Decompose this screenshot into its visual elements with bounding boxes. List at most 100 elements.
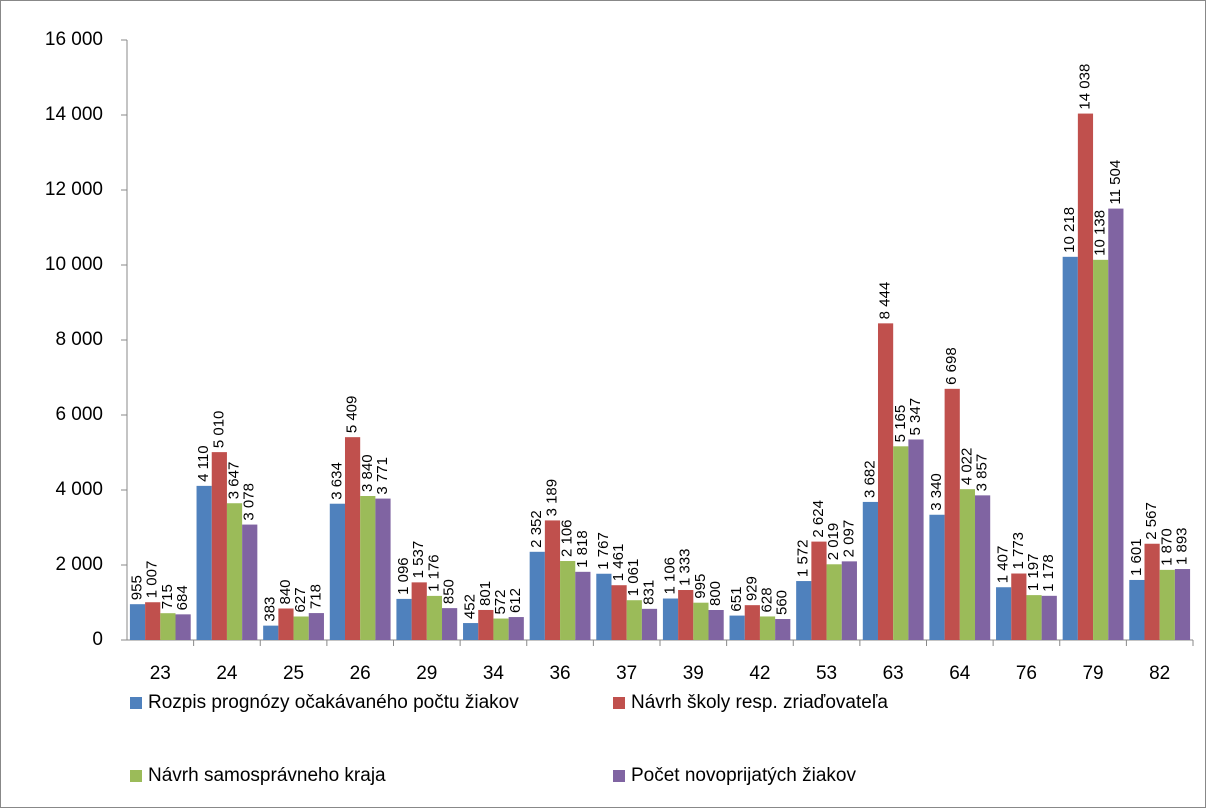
value-label: 1 197: [1025, 554, 1042, 592]
legend-swatch: [130, 770, 142, 782]
bar: [775, 619, 791, 640]
bar: [145, 602, 161, 640]
value-label: 560: [774, 590, 791, 615]
x-tick-label: 23: [150, 663, 171, 684]
bar: [129, 604, 146, 640]
bar: [796, 581, 812, 640]
value-label: 452: [462, 594, 479, 619]
bar: [662, 598, 679, 640]
bar: [959, 489, 976, 640]
value-label: 1 096: [395, 557, 412, 595]
value-label: 5 409: [344, 396, 361, 434]
value-label: 14 038: [1076, 64, 1093, 110]
bar: [329, 503, 345, 640]
value-label: 2 097: [840, 520, 857, 558]
bar: [1129, 579, 1145, 640]
value-label: 651: [728, 587, 745, 612]
bar: [344, 437, 361, 640]
bar: [759, 616, 776, 640]
bar: [544, 520, 561, 640]
bar: [175, 614, 191, 640]
value-label: 1 893: [1173, 527, 1190, 565]
bar: [575, 571, 591, 640]
value-label: 4 110: [195, 445, 212, 481]
bar: [693, 602, 709, 640]
value-label: 1 870: [1158, 528, 1175, 566]
bar: [944, 388, 960, 640]
legend-label: Počet novoprijatých žiakov: [631, 765, 856, 786]
legend-swatch: [130, 697, 142, 709]
value-label: 3 840: [359, 454, 376, 492]
bar: [826, 564, 842, 640]
bar: [929, 514, 945, 640]
bar: [1108, 208, 1124, 640]
value-label: 3 340: [928, 473, 945, 511]
value-label: 995: [692, 574, 709, 599]
bar: [508, 617, 524, 640]
value-label: 6 698: [943, 347, 960, 385]
value-label: 628: [759, 587, 776, 612]
value-label: 10 138: [1092, 210, 1109, 256]
y-tick-label: 6 000: [55, 404, 103, 425]
value-label: 10 218: [1061, 207, 1078, 253]
x-tick-label: 53: [816, 663, 837, 684]
value-label: 3 634: [328, 462, 345, 500]
value-label: 1 773: [1010, 532, 1027, 570]
value-label: 3 682: [861, 460, 878, 498]
value-label: 1 407: [995, 546, 1012, 584]
x-tick-label: 82: [1149, 663, 1170, 684]
bar: [1174, 569, 1191, 640]
bar: [1159, 569, 1175, 640]
bar: [1144, 543, 1160, 640]
x-tick-label: 36: [549, 663, 570, 684]
bar: [493, 618, 509, 640]
x-tick-label: 24: [216, 663, 238, 684]
bar: [560, 561, 576, 640]
value-label: 1 461: [610, 544, 627, 582]
value-label: 1 537: [410, 541, 427, 579]
bar: [908, 439, 924, 640]
legend-swatch: [613, 697, 625, 709]
bar: [426, 595, 443, 640]
bar: [263, 625, 279, 640]
bar: [529, 551, 545, 640]
bar: [1093, 259, 1109, 640]
value-label: 11 504: [1107, 160, 1124, 205]
bar: [708, 610, 724, 640]
x-tick-label: 42: [749, 663, 770, 684]
bar: [1026, 595, 1042, 640]
value-label: 1 818: [574, 530, 591, 568]
legend-label: Rozpis prognózy očakávaného počtu žiakov: [148, 692, 519, 713]
bar: [278, 608, 294, 640]
value-label: 1 007: [144, 561, 161, 599]
value-label: 1 106: [661, 557, 678, 595]
value-label: 2 567: [1143, 502, 1160, 540]
x-tick-label: 37: [616, 663, 637, 684]
value-label: 1 176: [425, 554, 442, 592]
bar: [641, 608, 658, 640]
bar: [729, 615, 745, 640]
bar: [411, 582, 427, 640]
bar: [478, 609, 494, 640]
value-label: 929: [743, 576, 760, 601]
bar: [226, 503, 243, 640]
value-label: 2 624: [810, 500, 827, 538]
y-tick-label: 4 000: [55, 479, 103, 500]
y-tick-label: 0: [92, 629, 103, 650]
x-tick-label: 39: [683, 663, 704, 684]
value-label: 612: [507, 588, 524, 613]
bar: [242, 524, 258, 640]
bar: [396, 598, 412, 640]
y-tick-label: 14 000: [45, 104, 103, 125]
x-tick-label: 76: [1016, 663, 1037, 684]
value-label: 1 572: [795, 540, 812, 578]
y-tick-label: 10 000: [45, 254, 103, 275]
bar: [893, 446, 909, 640]
bar: [811, 541, 827, 640]
bar: [196, 485, 212, 640]
value-label: 2 106: [559, 519, 576, 557]
value-label: 3 647: [226, 462, 243, 500]
value-label: 1 178: [1040, 554, 1057, 592]
x-tick-label: 29: [416, 663, 437, 684]
value-label: 1 061: [625, 559, 642, 597]
